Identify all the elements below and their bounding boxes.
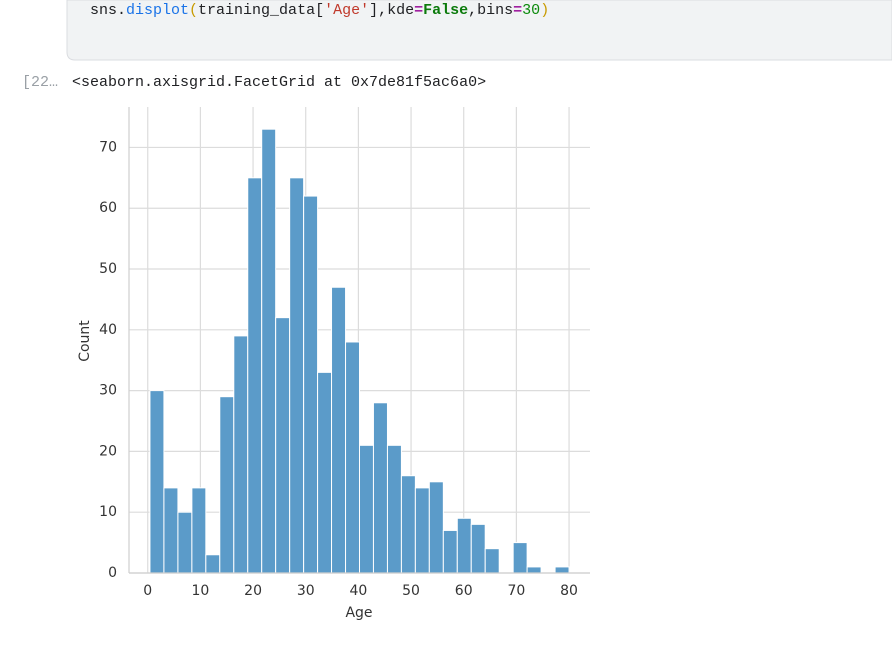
code-token: displot — [126, 2, 189, 19]
code-token: sns. — [90, 2, 126, 19]
bar — [386, 444, 402, 574]
x-tick-label: 10 — [191, 583, 209, 599]
y-tick-label: 0 — [108, 565, 117, 581]
bar — [400, 475, 416, 574]
bar — [331, 286, 347, 574]
x-tick-label: 30 — [297, 583, 315, 599]
bar — [345, 341, 361, 574]
bar — [247, 177, 263, 574]
bar — [512, 542, 528, 574]
code-token: ) — [540, 2, 549, 19]
x-tick-label: 60 — [455, 583, 473, 599]
bar — [372, 402, 388, 574]
bar — [289, 177, 305, 574]
y-tick-label: 50 — [99, 261, 117, 277]
code-token: 30 — [522, 2, 540, 19]
y-tick-label: 10 — [99, 504, 117, 520]
bar — [219, 396, 235, 574]
bar — [233, 335, 249, 574]
bar — [526, 566, 542, 574]
code-token: training_data[ — [198, 2, 324, 19]
bar — [554, 566, 570, 574]
bar — [414, 487, 430, 574]
bar — [359, 444, 374, 574]
x-tick-label: 20 — [244, 583, 262, 599]
code-line: sns.displot(training_data['Age'],kde=Fal… — [90, 2, 549, 19]
bar — [149, 390, 165, 574]
output-prompt: [22… — [22, 74, 58, 91]
bar — [456, 517, 472, 574]
x-tick-label: 0 — [143, 583, 152, 599]
code-token: 'Age' — [324, 2, 369, 19]
output-text: <seaborn.axisgrid.FacetGrid at 0x7de81f5… — [72, 74, 486, 91]
code-token: ( — [189, 2, 198, 19]
y-tick-label: 40 — [99, 322, 117, 338]
x-tick-label: 70 — [507, 583, 525, 599]
y-tick-label: 30 — [99, 383, 117, 399]
code-cell — [66, 0, 892, 61]
bar — [177, 511, 193, 574]
bar — [303, 195, 319, 574]
y-tick-label: 60 — [99, 200, 117, 216]
bar — [275, 317, 291, 574]
code-token: = — [513, 2, 522, 19]
code-token: False — [423, 2, 468, 19]
bar — [317, 371, 333, 574]
bar — [484, 548, 500, 574]
code-token: ,bins — [468, 2, 513, 19]
y-axis-label: Count — [77, 320, 93, 362]
y-tick-label: 20 — [99, 443, 117, 459]
code-token: = — [414, 2, 423, 19]
bar — [428, 481, 444, 574]
x-axis-label: Age — [345, 605, 372, 621]
bar — [442, 529, 458, 574]
bar — [205, 554, 221, 574]
bar — [261, 128, 277, 574]
bar — [191, 487, 207, 574]
x-tick-label: 80 — [560, 583, 578, 599]
bar — [470, 523, 486, 574]
x-tick-label: 50 — [402, 583, 420, 599]
y-tick-label: 70 — [99, 139, 117, 155]
x-tick-label: 40 — [349, 583, 367, 599]
code-token: ],kde — [369, 2, 414, 19]
bar — [163, 487, 179, 574]
